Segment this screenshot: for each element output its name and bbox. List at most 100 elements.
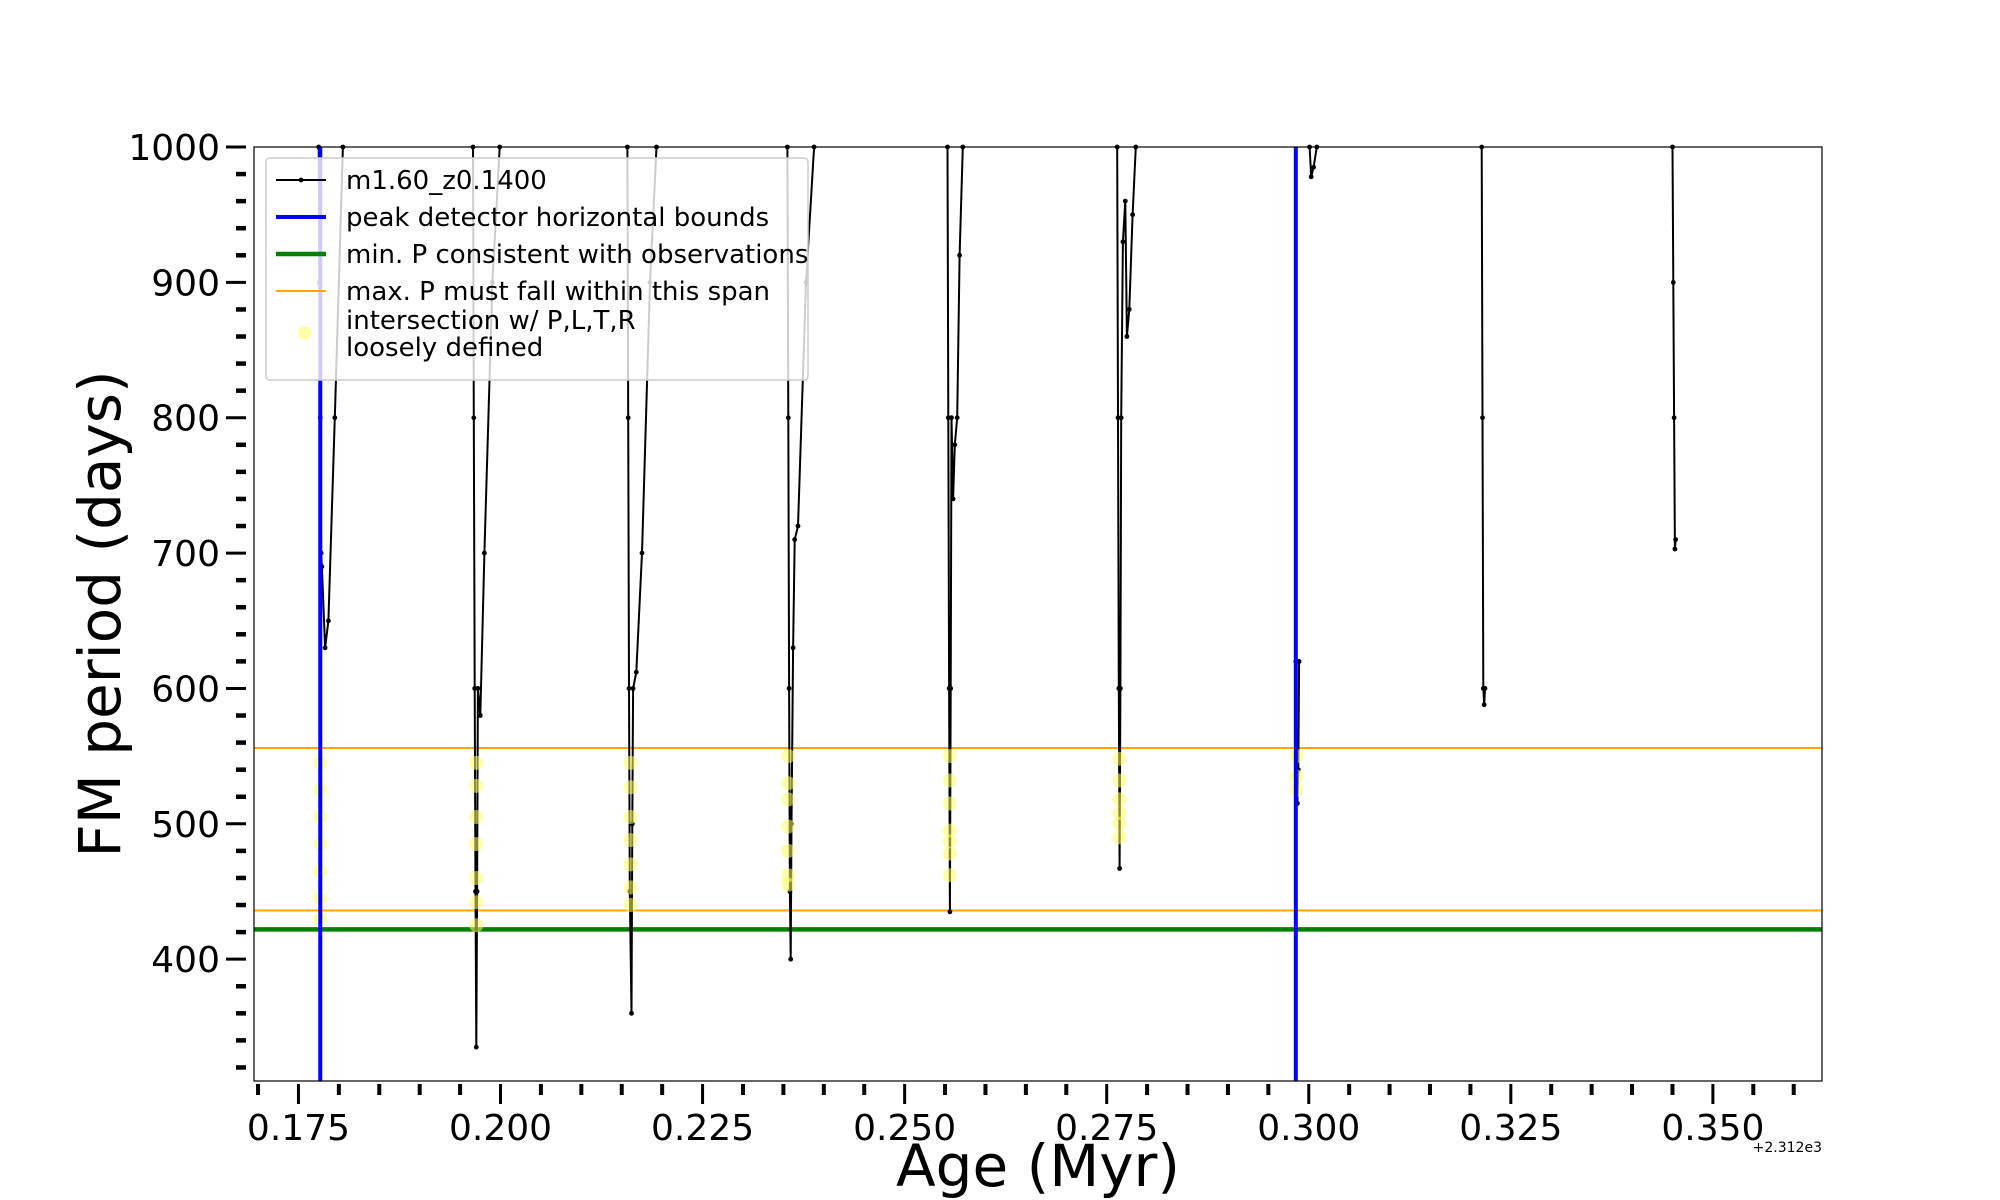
intersection-point bbox=[942, 868, 957, 883]
intersection-point bbox=[781, 877, 796, 892]
model-segment-8 bbox=[1308, 146, 1318, 178]
legend-label: intersection w/ P,L,T,R bbox=[346, 306, 636, 336]
legend-label: min. P consistent with observations bbox=[346, 240, 808, 270]
model-segment-6 bbox=[1116, 146, 1137, 869]
x-tick-label: 0.350 bbox=[1661, 1108, 1764, 1149]
model-point bbox=[788, 956, 794, 962]
intersection-point bbox=[1112, 830, 1127, 845]
model-point bbox=[792, 537, 798, 542]
x-tick-label: 0.325 bbox=[1459, 1108, 1562, 1149]
model-point bbox=[1482, 686, 1488, 691]
x-tick-label: 0.275 bbox=[1055, 1108, 1158, 1149]
intersection-point bbox=[1112, 806, 1127, 820]
intersection-point bbox=[1112, 773, 1127, 788]
model-point bbox=[795, 523, 801, 529]
intersection-point bbox=[469, 755, 484, 770]
model-point bbox=[1311, 164, 1316, 170]
model-point bbox=[332, 415, 338, 421]
intersection-point bbox=[942, 796, 957, 811]
intersection-point bbox=[1112, 751, 1127, 766]
model-point bbox=[630, 686, 636, 691]
legend-label: peak detector horizontal bounds bbox=[346, 203, 769, 233]
y-tick-label: 800 bbox=[151, 399, 220, 440]
intersection-point bbox=[469, 895, 484, 910]
model-point bbox=[326, 618, 331, 624]
model-point bbox=[477, 713, 483, 718]
model-point bbox=[954, 415, 960, 421]
model-point bbox=[625, 415, 631, 421]
intersection-point bbox=[781, 749, 796, 764]
intersection-point bbox=[781, 843, 796, 858]
intersection-point bbox=[623, 810, 638, 824]
intersection-point bbox=[1112, 792, 1127, 807]
horizontal-lines-layer bbox=[254, 747, 1822, 932]
model-point bbox=[474, 889, 480, 894]
model-point bbox=[1126, 307, 1132, 312]
intersection-point bbox=[781, 792, 796, 807]
model-point bbox=[1118, 686, 1123, 691]
model-point bbox=[626, 686, 632, 691]
intersection-point bbox=[942, 823, 957, 838]
intersection-point bbox=[469, 918, 484, 933]
model-point bbox=[785, 415, 791, 421]
x-tick-label: 0.175 bbox=[247, 1108, 350, 1149]
intersection-point bbox=[942, 773, 957, 788]
y-axis-title: FM period (days) bbox=[66, 370, 134, 857]
intersection-point bbox=[469, 837, 484, 852]
intersection-point bbox=[623, 880, 638, 895]
model-point bbox=[952, 442, 958, 448]
intersection-point bbox=[469, 810, 484, 824]
intersection-point bbox=[1112, 816, 1127, 831]
model-point bbox=[1670, 280, 1676, 285]
plot-frame bbox=[253, 146, 1823, 1082]
model-segment-10 bbox=[1671, 146, 1677, 550]
model-point bbox=[786, 686, 792, 691]
legend-box bbox=[265, 157, 809, 381]
model-point bbox=[1296, 659, 1302, 664]
model-point bbox=[948, 686, 954, 691]
intersection-point bbox=[469, 778, 484, 793]
intersection-point bbox=[942, 749, 957, 764]
intersection-point bbox=[942, 846, 957, 861]
model-point bbox=[1672, 546, 1678, 552]
model-point bbox=[482, 550, 487, 556]
y-tick-label: 500 bbox=[151, 805, 220, 846]
model-point bbox=[950, 496, 956, 502]
legend-handle-intersection bbox=[298, 326, 312, 340]
model-segment-9 bbox=[1480, 146, 1486, 705]
model-point bbox=[947, 909, 953, 915]
model-point bbox=[1117, 866, 1122, 871]
y-tick-label: 1000 bbox=[128, 128, 220, 169]
model-point bbox=[475, 686, 481, 691]
y-tick-label: 700 bbox=[151, 534, 220, 575]
intersection-point bbox=[623, 755, 638, 770]
x-tick-label: 0.225 bbox=[651, 1108, 754, 1149]
y-tick-label: 400 bbox=[151, 940, 220, 981]
y-tick-label: 900 bbox=[151, 263, 220, 304]
x-axis-title: Age (Myr) bbox=[896, 1132, 1180, 1200]
intersection-point bbox=[781, 776, 796, 791]
intersection-point bbox=[623, 857, 638, 872]
intersection-point bbox=[942, 834, 957, 849]
model-point bbox=[1118, 415, 1124, 421]
intersection-point bbox=[623, 833, 638, 848]
x-tick-label: 0.250 bbox=[853, 1108, 956, 1149]
model-point bbox=[639, 550, 645, 556]
intersection-point bbox=[469, 871, 484, 885]
model-point bbox=[1124, 334, 1130, 339]
model-point bbox=[1673, 537, 1679, 542]
y-tick-label: 600 bbox=[151, 669, 220, 710]
model-point bbox=[1671, 415, 1677, 421]
model-point bbox=[473, 1044, 479, 1050]
intersection-points-layer bbox=[313, 749, 1304, 933]
model-point bbox=[1120, 239, 1126, 245]
model-point bbox=[1481, 702, 1487, 708]
intersection-point bbox=[623, 780, 638, 795]
model-point bbox=[629, 1010, 634, 1016]
model-point bbox=[1308, 174, 1314, 180]
x-tick-label: 0.200 bbox=[449, 1108, 552, 1149]
legend-label: max. P must fall within this span bbox=[346, 277, 770, 307]
x-tick-label: 0.300 bbox=[1257, 1108, 1360, 1149]
